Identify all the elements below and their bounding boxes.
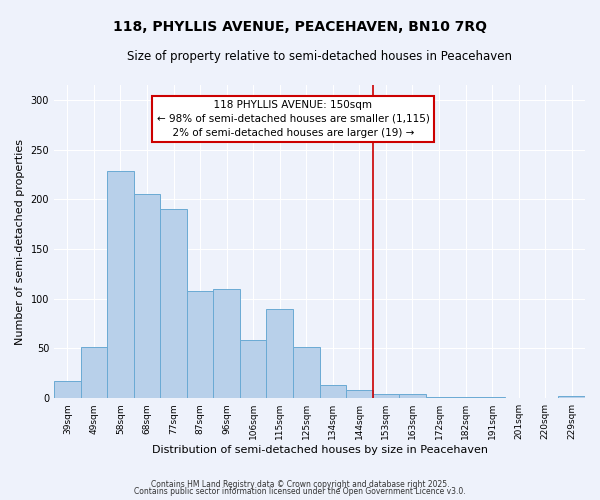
Bar — [134, 194, 160, 398]
Text: 118, PHYLLIS AVENUE, PEACEHAVEN, BN10 7RQ: 118, PHYLLIS AVENUE, PEACEHAVEN, BN10 7R… — [113, 20, 487, 34]
Bar — [479, 397, 505, 398]
Bar — [452, 397, 479, 398]
Bar — [214, 289, 240, 398]
Bar — [266, 308, 293, 398]
X-axis label: Distribution of semi-detached houses by size in Peacehaven: Distribution of semi-detached houses by … — [152, 445, 488, 455]
Text: Contains HM Land Registry data © Crown copyright and database right 2025.: Contains HM Land Registry data © Crown c… — [151, 480, 449, 489]
Bar — [559, 396, 585, 398]
Bar — [187, 291, 214, 398]
Bar — [293, 346, 320, 398]
Bar — [426, 397, 452, 398]
Bar — [320, 386, 346, 398]
Bar — [80, 346, 107, 398]
Text: 118 PHYLLIS AVENUE: 150sqm  
← 98% of semi-detached houses are smaller (1,115)
 : 118 PHYLLIS AVENUE: 150sqm ← 98% of semi… — [157, 100, 430, 138]
Bar — [399, 394, 426, 398]
Text: Contains public sector information licensed under the Open Government Licence v3: Contains public sector information licen… — [134, 487, 466, 496]
Title: Size of property relative to semi-detached houses in Peacehaven: Size of property relative to semi-detach… — [127, 50, 512, 63]
Bar — [240, 340, 266, 398]
Bar — [373, 394, 399, 398]
Y-axis label: Number of semi-detached properties: Number of semi-detached properties — [15, 138, 25, 344]
Bar — [160, 210, 187, 398]
Bar — [54, 382, 80, 398]
Bar — [346, 390, 373, 398]
Bar — [107, 170, 134, 398]
